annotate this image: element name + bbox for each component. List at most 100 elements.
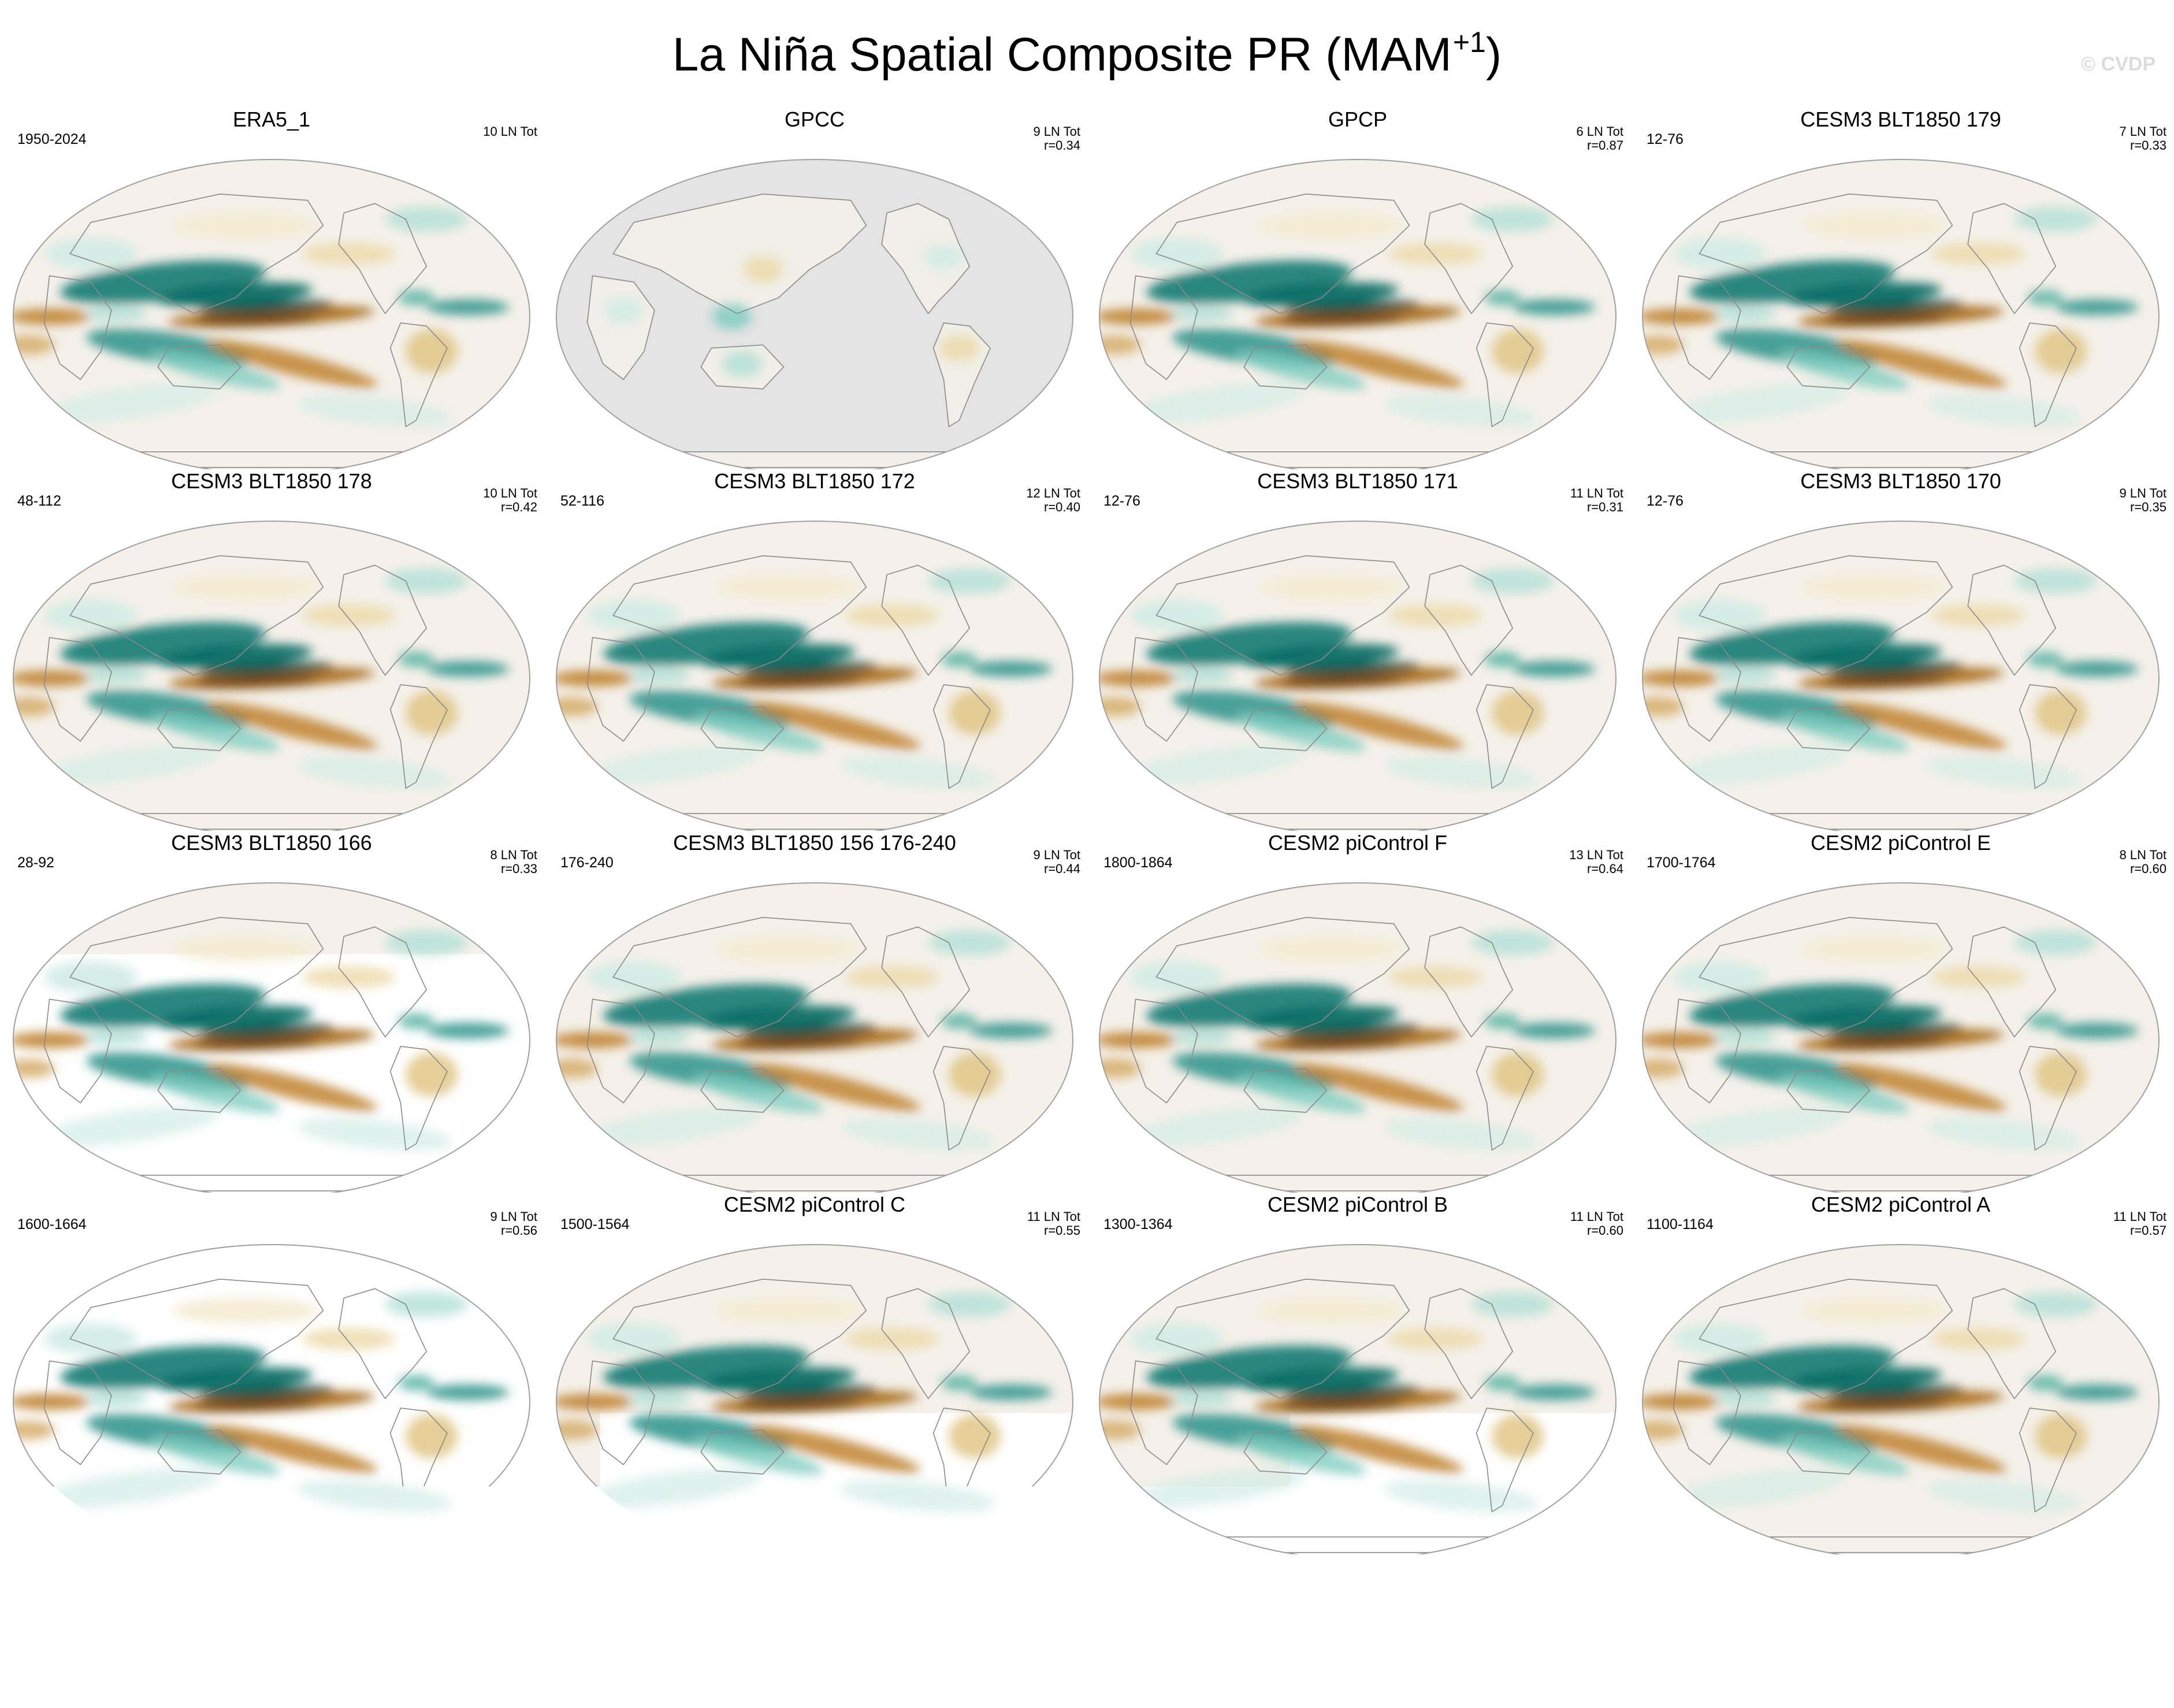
panel-event-count: 9 LN Tot [2119, 487, 2166, 500]
anomaly-blob [1471, 930, 1554, 956]
anomaly-blob [2015, 930, 2097, 956]
anomaly-blob [1803, 213, 1947, 238]
anomaly-blob [1637, 670, 1720, 686]
panel-years: 1100-1164 [1647, 1216, 1714, 1233]
anomaly-blob [173, 1298, 318, 1323]
panel-stats: 13 LN Tot r=0.64 [1569, 848, 1623, 876]
anomaly-blob [551, 670, 634, 686]
panel-stats: 9 LN Tot r=0.56 [490, 1210, 537, 1238]
panel-title: CESM2 piControl C [549, 1193, 1080, 1217]
colorbar-tick-label: .75 [1326, 1614, 1407, 1651]
anomaly-blob [8, 309, 91, 324]
panel-title: CESM2 piControl F [1092, 831, 1623, 855]
colorbar-swatch [1577, 1577, 1647, 1609]
anomaly-blob [86, 1391, 147, 1406]
anomaly-blob [1131, 238, 1224, 269]
anomaly-blob [303, 1328, 396, 1350]
anomaly-blob [949, 691, 1000, 735]
anomaly-blob [173, 213, 318, 238]
panel-event-count: 10 LN Tot [483, 125, 537, 139]
anomaly-blob [1637, 309, 1720, 324]
panel-correlation: r=0.87 [1576, 139, 1623, 153]
panel-years: 1500-1564 [560, 1216, 630, 1233]
panel-title: CESM3 BLT1850 179 [1635, 107, 2166, 132]
anomaly-blob [1715, 667, 1777, 683]
panel-title: CESM3 BLT1850 178 [6, 469, 537, 493]
colorbar-tick-label: .1 [1117, 1614, 1198, 1651]
map-canvas [6, 831, 537, 1193]
panel-years: 176-240 [560, 854, 614, 871]
anomaly-blob [2056, 661, 2138, 677]
panel-event-count: 9 LN Tot [1033, 125, 1080, 139]
map-canvas [549, 107, 1080, 469]
panel-title: CESM2 piControl E [1635, 831, 2166, 855]
panel-correlation: r=0.57 [2113, 1224, 2166, 1238]
map-panel: CESM2 piControl E 1700-1764 8 LN Tot r=0.60 [1635, 831, 2166, 1193]
panel-stats: 8 LN Tot r=0.60 [2119, 848, 2166, 876]
colorbar-tick-label: -.25 [907, 1614, 988, 1651]
colorbar-swatch [1437, 1577, 1507, 1609]
map-panel: CESM3 BLT1850 170 12-76 9 LN Tot r=0.35 [1635, 469, 2166, 831]
colorbar-tick-label: -.1 [977, 1614, 1058, 1651]
anomaly-blob [1932, 1328, 2025, 1350]
anomaly-blob [426, 299, 509, 315]
anomaly-blob [173, 936, 318, 961]
panel-stats: 8 LN Tot r=0.33 [490, 848, 537, 876]
anomaly-blob [1637, 1032, 1720, 1048]
colorbar-swatch [1297, 1577, 1367, 1609]
anomaly-blob [1512, 1384, 1595, 1400]
panel-years: 1300-1364 [1103, 1216, 1173, 1233]
anomaly-blob [846, 966, 939, 988]
anomaly-blob [385, 569, 468, 594]
anomaly-blob [1131, 961, 1224, 993]
anomaly-blob [712, 304, 752, 329]
map-panel: ERA5_1 1950-2024 10 LN Tot [6, 107, 537, 469]
anomaly-blob [716, 574, 861, 600]
anomaly-blob [744, 257, 783, 282]
anomaly-blob [1492, 329, 1543, 373]
map-panel: CESM2 piControl C 1500-1564 11 LN Tot r=0.5… [549, 1193, 1080, 1554]
anomaly-blob [716, 1298, 861, 1323]
anomaly-blob [1259, 936, 1404, 961]
anomaly-blob [924, 244, 964, 270]
anomaly-blob [588, 1323, 681, 1354]
colorbar [388, 1576, 1786, 1610]
colorbar-swatch [598, 1577, 668, 1609]
anomaly-blob [2035, 1053, 2086, 1097]
panel-event-count: 13 LN Tot [1569, 848, 1623, 862]
map-canvas [1635, 1193, 2166, 1554]
colorbar-swatch [1087, 1577, 1158, 1609]
anomaly-blob [303, 243, 396, 265]
anomaly-blob [1674, 238, 1767, 269]
colorbar-swatch [388, 1577, 459, 1609]
map-panel: CESM3 BLT1850 156 176-240 176-240 9 LN Tot… [549, 831, 1080, 1193]
panel-stats: 11 LN Tot r=0.31 [1570, 487, 1623, 514]
panel-correlation: r=0.56 [490, 1224, 537, 1238]
map-canvas [549, 831, 1080, 1193]
panel-title: CESM3 BLT1850 171 [1092, 469, 1623, 493]
map-canvas [1092, 469, 1623, 831]
anomaly-blob [44, 961, 137, 993]
panel-title: CESM2 piControl A [1635, 1193, 2166, 1217]
map-panel: CESM2 piControl D 1600-1664 9 LN Tot r=0.56 [6, 1193, 537, 1554]
map-panel: GPCP 6 LN Tot r=0.87 [1092, 107, 1623, 469]
map-canvas [1635, 831, 2166, 1193]
colorbar-swatch [1647, 1577, 1717, 1609]
anomaly-blob [8, 1394, 91, 1409]
colorbar-swatch [1157, 1577, 1228, 1609]
colorbar-tick-label: 3 [1536, 1614, 1617, 1651]
panel-years: 1800-1864 [1103, 854, 1173, 871]
anomaly-blob [1389, 604, 1482, 626]
figure-title: La Niña Spatial Composite PR (MAM+1) [0, 10, 2174, 87]
colorbar-swatch [668, 1577, 738, 1609]
panel-title: GPCP [1092, 107, 1623, 132]
anomaly-blob [928, 1292, 1011, 1317]
colorbar-units: mm/day [0, 1651, 2174, 1692]
anomaly-blob [1131, 1323, 1224, 1354]
cvdp-watermark: © CVDP [2081, 53, 2156, 76]
panel-stats: 11 LN Tot r=0.57 [2113, 1210, 2166, 1238]
panel-title: CESM2 piControl B [1092, 1193, 1623, 1217]
panel-event-count: 7 LN Tot [2119, 125, 2166, 139]
colorbar-tick-label: 4 [1606, 1614, 1687, 1651]
anomaly-blob [1094, 1032, 1177, 1048]
